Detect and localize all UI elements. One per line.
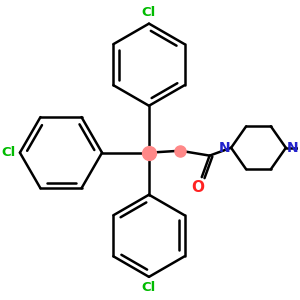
Text: Cl: Cl — [142, 281, 156, 294]
Text: Cl: Cl — [142, 6, 156, 19]
Text: N: N — [218, 141, 230, 155]
Text: N: N — [287, 141, 298, 155]
Text: O: O — [191, 180, 204, 195]
Text: Cl: Cl — [2, 146, 16, 159]
